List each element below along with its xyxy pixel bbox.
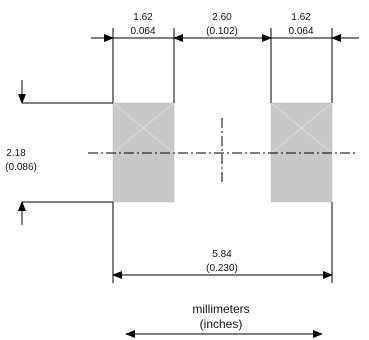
units-primary: millimeters <box>192 302 249 316</box>
overall-length-mm: 5.84 <box>212 249 232 260</box>
gap-mm: 2.60 <box>212 12 232 23</box>
pad-width-right-inch: 0.064 <box>288 26 313 37</box>
pad-width-mm: 1.62 <box>133 12 153 23</box>
pad-height-mm: 2.18 <box>6 148 26 159</box>
overall-length-inch: (0.230) <box>206 263 238 274</box>
units-secondary: (inches) <box>200 317 243 331</box>
pad-height-inch: (0.086) <box>5 162 37 173</box>
pad-width-right-mm: 1.62 <box>291 12 311 23</box>
pad-width-inch: 0.064 <box>130 26 155 37</box>
gap-inch: (0.102) <box>206 26 238 37</box>
